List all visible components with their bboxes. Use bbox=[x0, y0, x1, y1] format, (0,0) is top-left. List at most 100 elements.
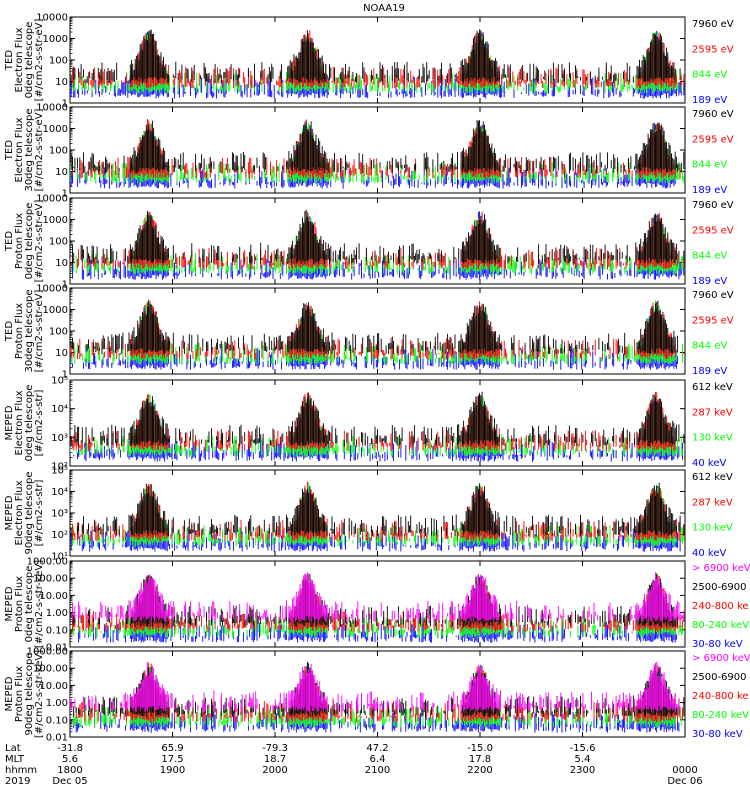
legend-entry: 7960 eV bbox=[692, 109, 734, 120]
legend-entry: 189 eV bbox=[692, 276, 727, 287]
legend-entry: 2595 eV bbox=[692, 134, 734, 145]
y-axis-label-line: 0deg telescope bbox=[24, 566, 35, 643]
time-row-name: hhmm bbox=[5, 765, 37, 776]
legend-entry: 240-800 ke bbox=[692, 601, 749, 612]
legend-entry: 287 keV bbox=[692, 407, 733, 418]
time-row-value: 1800 bbox=[57, 765, 82, 776]
y-axis-label-line: Electron Flux bbox=[14, 480, 25, 545]
legend-entry: 80-240 keV bbox=[692, 710, 749, 721]
y-tick-label: 10 bbox=[55, 258, 68, 269]
legend-entry: 844 eV bbox=[692, 70, 727, 81]
y-tick-label: 10³ bbox=[51, 433, 68, 444]
y-tick-label: 0.10 bbox=[46, 625, 68, 636]
time-row-value: 65.9 bbox=[161, 743, 183, 754]
y-axis-label-line: MEPED bbox=[4, 495, 15, 530]
y-tick-label: 100 bbox=[49, 146, 68, 157]
series-trace bbox=[70, 661, 685, 712]
y-tick-label: 1 bbox=[62, 189, 68, 200]
legend-entry: 80-240 keV bbox=[692, 620, 749, 631]
time-row-value: Dec 06 bbox=[667, 776, 702, 787]
y-tick-label: 10⁴ bbox=[51, 404, 68, 415]
data-traces bbox=[70, 391, 685, 462]
time-row-value: 2200 bbox=[467, 765, 492, 776]
y-axis-label-line: [#/cm2-s-str] bbox=[34, 479, 45, 546]
legend-entry: 612 keV bbox=[692, 472, 733, 483]
panel-8: 0.01 0.10 1.00 10.00 100.00 1000.00 MEPED Proto… bbox=[4, 647, 750, 744]
legend-entry: 189 eV bbox=[692, 366, 727, 377]
series-trace bbox=[70, 391, 685, 447]
time-row-value: -31.8 bbox=[57, 743, 83, 754]
legend-entry: 40 keV bbox=[692, 458, 726, 469]
y-axis-label-line: 90deg telescope bbox=[24, 471, 35, 554]
legend-entry: 240-800 ke bbox=[692, 691, 749, 702]
y-tick-label: 10.00 bbox=[39, 591, 68, 602]
legend-entry: 189 eV bbox=[692, 185, 727, 196]
y-tick-label: 1000 bbox=[43, 34, 68, 45]
y-axis-label-line: 0deg telescope bbox=[24, 385, 35, 462]
y-tick-label: 1000.00 bbox=[27, 557, 68, 568]
series-trace bbox=[70, 300, 683, 365]
y-axis-label-line: Proton Flux bbox=[14, 303, 25, 359]
y-axis-label-line: Proton Flux bbox=[14, 666, 25, 722]
y-tick-label: 1000 bbox=[43, 215, 68, 226]
y-tick-label: 1 bbox=[62, 280, 68, 291]
y-tick-label: 10³ bbox=[51, 509, 68, 520]
legend-entry: 2595 eV bbox=[692, 315, 734, 326]
y-tick-label: 10⁴ bbox=[51, 487, 68, 498]
y-axis-label-line: TED bbox=[4, 140, 15, 161]
panel-2: 1 10 100 1000 10000 TED Electron Flux 30deg tel… bbox=[4, 103, 734, 200]
y-axis-label-line: Electron Flux bbox=[14, 117, 25, 182]
y-tick-label: 100.00 bbox=[33, 664, 68, 675]
panel-7: 0.01 0.10 1.00 10.00 100.00 1000.00 MEPED Proto… bbox=[4, 557, 750, 654]
series-trace bbox=[72, 574, 683, 638]
legend-entry: 30-80 keV bbox=[692, 729, 743, 740]
time-row-name: 2019 bbox=[5, 776, 30, 787]
y-axis-label-line: Electron Flux bbox=[14, 27, 25, 92]
legend-entry: 40 keV bbox=[692, 548, 726, 559]
figure-title: NOAA19 bbox=[363, 3, 405, 14]
time-row-value: 47.2 bbox=[366, 743, 388, 754]
time-row-value: 1900 bbox=[160, 765, 185, 776]
y-tick-label: 100 bbox=[49, 327, 68, 338]
legend-entry: 844 eV bbox=[692, 341, 727, 352]
y-tick-label: 10 bbox=[55, 77, 68, 88]
legend-entry: 2595 eV bbox=[692, 225, 734, 236]
series-trace bbox=[70, 31, 682, 94]
legend-entry: 844 eV bbox=[692, 160, 727, 171]
y-tick-label: 10² bbox=[51, 530, 68, 541]
panel-4: 1 10 100 1000 10000 TED Proton Flux 30deg teles… bbox=[4, 284, 734, 381]
time-row-value: 18.7 bbox=[264, 754, 286, 765]
legend-entry: > 6900 keV bbox=[692, 563, 750, 574]
panel-1: 1 10 100 1000 10000 TED Electron Flux 0deg tele… bbox=[4, 13, 734, 110]
series-trace bbox=[72, 482, 685, 547]
data-traces bbox=[70, 299, 685, 370]
y-tick-label: 1000.00 bbox=[27, 647, 68, 658]
y-tick-label: 10000 bbox=[36, 194, 68, 205]
time-row-value: 5.4 bbox=[575, 754, 591, 765]
y-axis-label-line: 30deg telescope bbox=[24, 108, 35, 191]
y-tick-label: 10000 bbox=[36, 103, 68, 114]
series-trace bbox=[70, 482, 685, 537]
legend-entry: 2500-6900 bbox=[692, 672, 747, 683]
y-axis-label-line: 0deg telescope bbox=[24, 203, 35, 280]
y-tick-label: 10¹ bbox=[51, 552, 68, 563]
y-tick-label: 10² bbox=[51, 462, 68, 473]
y-tick-label: 10⁵ bbox=[51, 376, 68, 387]
legend-entry: 7960 eV bbox=[692, 19, 734, 30]
y-tick-label: 100 bbox=[49, 237, 68, 248]
series-trace bbox=[72, 481, 685, 542]
time-row-value: 17.8 bbox=[469, 754, 491, 765]
series-trace bbox=[70, 119, 685, 174]
time-row-value: 6.4 bbox=[370, 754, 386, 765]
data-traces bbox=[70, 481, 685, 552]
y-tick-label: 10 bbox=[55, 167, 68, 178]
time-row-value: 2000 bbox=[262, 765, 287, 776]
y-tick-label: 100 bbox=[49, 56, 68, 67]
y-axis-label-line: MEPED bbox=[4, 586, 15, 621]
y-tick-label: 1.00 bbox=[46, 698, 68, 709]
y-axis-label-line: TED bbox=[4, 231, 15, 252]
y-axis-label-line: [#/cm2-s-str-eV] bbox=[34, 200, 45, 283]
y-axis-label-line: MEPED bbox=[4, 676, 15, 711]
y-axis-label-line: 90deg telescope bbox=[24, 652, 35, 735]
